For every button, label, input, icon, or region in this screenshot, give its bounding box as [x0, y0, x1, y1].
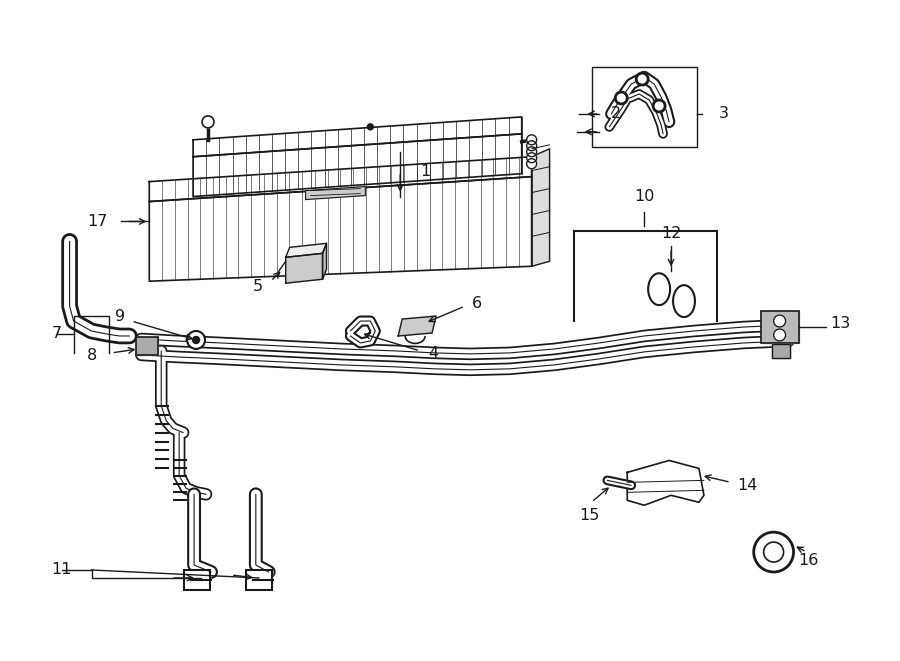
Text: 11: 11 — [51, 563, 72, 578]
Polygon shape — [194, 134, 522, 196]
Bar — [136, 337, 158, 355]
Text: 10: 10 — [634, 188, 654, 204]
Polygon shape — [285, 253, 322, 283]
Circle shape — [202, 116, 214, 128]
Text: 14: 14 — [737, 478, 757, 493]
Circle shape — [187, 331, 205, 349]
Bar — [184, 570, 210, 590]
Text: 12: 12 — [661, 226, 681, 241]
Circle shape — [753, 532, 794, 572]
Circle shape — [616, 92, 627, 104]
Circle shape — [193, 336, 200, 344]
Ellipse shape — [673, 285, 695, 317]
Text: 7: 7 — [51, 327, 62, 342]
Text: 1: 1 — [420, 164, 430, 179]
Text: 15: 15 — [580, 508, 599, 523]
Polygon shape — [398, 316, 436, 336]
Bar — [592, 67, 697, 147]
Text: 9: 9 — [115, 309, 125, 324]
Polygon shape — [532, 149, 550, 266]
Bar — [246, 570, 272, 590]
Polygon shape — [627, 461, 704, 505]
Polygon shape — [285, 243, 327, 257]
Circle shape — [764, 542, 784, 562]
Circle shape — [526, 147, 536, 157]
Text: 3: 3 — [719, 106, 729, 122]
Circle shape — [774, 315, 786, 327]
Text: 2: 2 — [611, 106, 621, 122]
Circle shape — [636, 73, 648, 85]
Text: 8: 8 — [86, 348, 96, 364]
Polygon shape — [194, 117, 522, 157]
Circle shape — [526, 153, 536, 163]
Polygon shape — [322, 243, 327, 279]
Bar — [136, 337, 158, 355]
Polygon shape — [306, 186, 365, 200]
Circle shape — [367, 124, 374, 130]
Bar — [771, 344, 789, 358]
Circle shape — [526, 141, 536, 151]
Text: 17: 17 — [87, 214, 108, 229]
Circle shape — [653, 100, 665, 112]
Bar — [246, 570, 272, 590]
Bar — [760, 311, 798, 343]
Circle shape — [774, 329, 786, 341]
Ellipse shape — [648, 273, 670, 305]
Bar — [760, 311, 798, 343]
Text: 16: 16 — [798, 553, 819, 568]
Text: 4: 4 — [428, 346, 438, 362]
Polygon shape — [149, 157, 532, 202]
Text: 5: 5 — [253, 279, 263, 293]
Text: 6: 6 — [472, 295, 482, 311]
Circle shape — [526, 159, 536, 169]
Circle shape — [526, 135, 536, 145]
Text: 13: 13 — [831, 315, 850, 330]
Bar — [184, 570, 210, 590]
Polygon shape — [149, 176, 532, 281]
Bar — [771, 344, 789, 358]
